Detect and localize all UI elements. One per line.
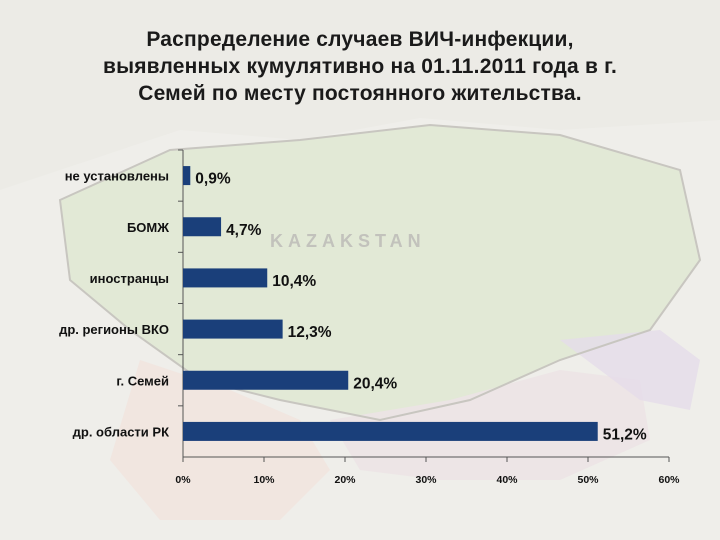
bar [183,166,191,186]
bar [183,319,283,339]
x-tick-label: 20% [334,474,356,486]
x-tick-label: 40% [496,474,518,486]
southeast-region [560,330,700,410]
chart-title: Распределение случаев ВИЧ-инфекции, выяв… [30,26,690,107]
bar [183,217,222,237]
x-tick-label: 10% [253,474,275,486]
x-tick-label: 0% [175,474,191,486]
value-label: 51,2% [603,426,647,443]
x-tick-label: 60% [658,474,680,486]
labels-group: не установлены 0,9% БОМЖ 4,7% иностранцы 10,4… [59,169,647,444]
map-label-kazakstan: KAZAKSTAN [270,231,426,251]
value-label: 12,3% [288,324,332,341]
category-label: др. области РК [73,424,169,439]
bar [183,370,349,390]
category-label: не установлены [65,169,169,184]
category-label: иностранцы [90,271,169,286]
x-tick-label: 50% [577,474,599,486]
bars-group [183,166,598,441]
title-line-1: Распределение случаев ВИЧ-инфекции, [146,28,574,51]
category-label: БОМЖ [127,220,169,235]
value-label: 4,7% [226,222,262,239]
title-line-2: выявленных кумулятивно на 01.11.2011 год… [102,55,617,78]
bar [183,421,598,441]
russia-region [0,0,720,190]
title-line-3: Семей по месту постоянного жительства. [138,82,582,105]
x-tick-label: 30% [415,474,437,486]
value-label: 20,4% [353,375,397,392]
border-line [58,123,702,422]
chart-axes: 0% 10% 20% 30% 40% 50% 60% [175,149,680,486]
category-label: др. регионы ВКО [59,322,169,337]
value-label: 10,4% [272,273,316,290]
category-label: г. Семей [116,373,169,388]
kazakhstan-region [60,125,700,420]
value-label: 0,9% [195,171,231,188]
bar [183,268,268,288]
